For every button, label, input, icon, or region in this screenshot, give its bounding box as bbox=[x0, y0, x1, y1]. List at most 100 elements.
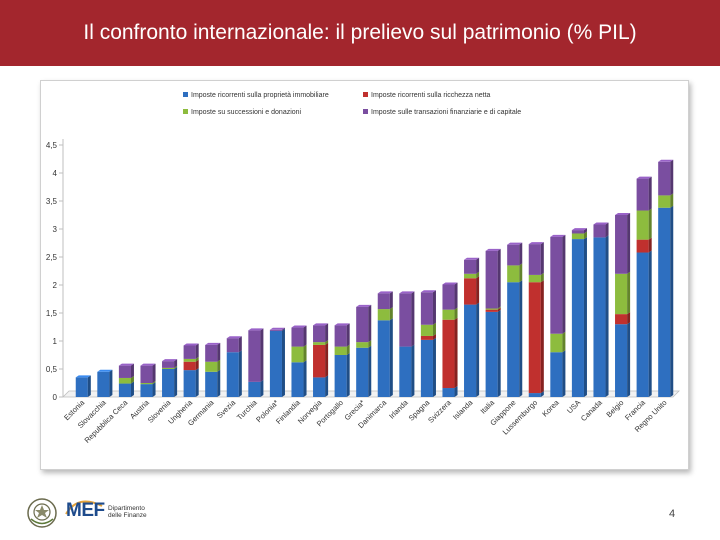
bar-side-francia-s3 bbox=[648, 208, 652, 240]
bar-side-slovacchia-s1 bbox=[109, 369, 113, 397]
bar-side-korea-s1 bbox=[562, 350, 566, 397]
bar-segment-islanda-s2 bbox=[464, 278, 477, 305]
bar-top-giappone bbox=[507, 242, 523, 245]
bar-side-finlandia-s4 bbox=[303, 325, 307, 347]
bar-segment-belgio-s4 bbox=[615, 215, 628, 274]
bar-segment-italia-s4 bbox=[485, 250, 498, 309]
bar-top-grecia bbox=[356, 304, 372, 307]
bar-top-danimarca bbox=[377, 291, 393, 294]
bar-side-norvegia-s3 bbox=[325, 340, 329, 345]
bar-segment-turchia-s4 bbox=[248, 330, 261, 382]
bar-segment-portogallo-s4 bbox=[334, 325, 347, 347]
bar-side-belgio-s1 bbox=[627, 322, 631, 397]
bar-side-francia-s4 bbox=[648, 176, 652, 211]
legend-label-1: Imposte ricorrenti sulla proprietà immob… bbox=[191, 92, 329, 99]
bar-segment-polonia-s4 bbox=[269, 329, 282, 331]
bar-side-germania-s1 bbox=[217, 369, 221, 397]
bar-segment-norvegia-s3 bbox=[313, 342, 326, 345]
x-tick-label: Svezia bbox=[215, 397, 238, 420]
bar-top-spagna bbox=[420, 290, 436, 293]
y-tick-label: 1 bbox=[53, 337, 58, 346]
bar-side-grecia-s4 bbox=[368, 304, 372, 343]
bar-segment-ungheria-s3 bbox=[183, 358, 196, 362]
bar-segment-regno-unito-s4 bbox=[658, 161, 671, 196]
bar-side-portogallo-s3 bbox=[346, 344, 350, 355]
bar-segment-germania-s1 bbox=[205, 371, 218, 397]
bar-side-svizzera-s4 bbox=[454, 282, 458, 310]
bar-segment-finlandia-s3 bbox=[291, 346, 304, 363]
legend-swatch-3 bbox=[183, 109, 188, 114]
y-tick-label: 2 bbox=[53, 281, 58, 290]
bar-side-regno-unito-s1 bbox=[670, 205, 674, 397]
bar-side-repubblica-ceca-s1 bbox=[130, 381, 134, 397]
bar-segment-slovenia-s1 bbox=[162, 369, 175, 397]
bar-segment-francia-s1 bbox=[636, 252, 649, 397]
bar-side-korea-s3 bbox=[562, 331, 566, 353]
bar-segment-ungheria-s2 bbox=[183, 361, 196, 371]
bar-side-lussemburgo-s1 bbox=[540, 391, 544, 397]
y-tick-label: 4 bbox=[53, 169, 58, 178]
bar-segment-usa-s1 bbox=[571, 239, 584, 397]
bar-side-svezia-s1 bbox=[238, 350, 242, 397]
bar-segment-slovenia-s3 bbox=[162, 367, 175, 369]
bar-side-italia-s3 bbox=[497, 306, 501, 310]
bar-side-belgio-s2 bbox=[627, 312, 631, 325]
legend-swatch-4 bbox=[363, 109, 368, 114]
bar-segment-korea-s4 bbox=[550, 236, 563, 334]
bar-top-regno-unito bbox=[658, 159, 674, 162]
bar-side-islanda-s1 bbox=[476, 302, 480, 397]
mef-logo-text: MEF bbox=[66, 500, 105, 521]
bar-side-ungheria-s2 bbox=[195, 359, 199, 371]
bar-segment-irlanda-s1 bbox=[399, 346, 412, 397]
bar-side-spagna-s1 bbox=[432, 337, 436, 397]
page-title: Il confronto internazionale: il prelievo… bbox=[83, 21, 637, 44]
bar-segment-italia-s1 bbox=[485, 311, 498, 397]
bar-segment-giappone-s1 bbox=[507, 282, 520, 397]
bar-top-slovenia bbox=[162, 359, 178, 362]
bar-top-svizzera bbox=[442, 282, 458, 285]
bar-side-slovenia-s3 bbox=[174, 365, 178, 369]
department-line-1: Dipartimento bbox=[108, 505, 145, 512]
bar-side-norvegia-s1 bbox=[325, 375, 329, 397]
bar-segment-lussemburgo-s3 bbox=[528, 274, 541, 283]
bar-segment-ungheria-s1 bbox=[183, 370, 196, 397]
stacked-bar-chart: Imposte ricorrenti sulla proprietà immob… bbox=[46, 92, 680, 445]
bar-top-germania bbox=[205, 342, 221, 345]
bar-segment-spagna-s3 bbox=[420, 324, 433, 336]
department-line-2: delle Finanze bbox=[108, 512, 147, 519]
bar-segment-danimarca-s4 bbox=[377, 293, 390, 310]
bar-segment-finlandia-s4 bbox=[291, 327, 304, 347]
bar-top-repubblica-ceca bbox=[118, 363, 134, 366]
bar-top-finlandia bbox=[291, 325, 307, 328]
bar-segment-francia-s2 bbox=[636, 239, 649, 253]
title-bar: Il confronto internazionale: il prelievo… bbox=[0, 0, 720, 66]
bar-top-slovacchia bbox=[97, 369, 113, 372]
bar-segment-lussemburgo-s4 bbox=[528, 244, 541, 275]
bar-segment-usa-s3 bbox=[571, 233, 584, 240]
bar-top-lussemburgo bbox=[528, 242, 544, 245]
bar-segment-irlanda-s4 bbox=[399, 293, 412, 347]
bar-side-canada-s1 bbox=[605, 235, 609, 397]
bar-side-austria-s3 bbox=[152, 381, 156, 385]
bar-side-lussemburgo-s3 bbox=[540, 272, 544, 283]
bar-side-repubblica-ceca-s3 bbox=[130, 375, 134, 384]
bar-segment-lussemburgo-s1 bbox=[528, 393, 541, 397]
bar-segment-svizzera-s4 bbox=[442, 284, 455, 310]
bar-segment-slovenia-s4 bbox=[162, 361, 175, 368]
bar-segment-francia-s4 bbox=[636, 178, 649, 211]
bar-side-ungheria-s1 bbox=[195, 368, 199, 397]
bar-segment-canada-s1 bbox=[593, 237, 606, 397]
bar-segment-grecia-s4 bbox=[356, 306, 369, 343]
bar-side-islanda-s3 bbox=[476, 271, 480, 279]
bar-side-giappone-s1 bbox=[519, 280, 523, 397]
bar-side-polonia-s1 bbox=[281, 328, 285, 397]
legend-label-4: Imposte sulle transazioni finanziarie e … bbox=[371, 109, 521, 116]
bar-top-austria bbox=[140, 363, 156, 366]
bar-segment-portogallo-s3 bbox=[334, 346, 347, 355]
bar-segment-slovacchia-s1 bbox=[97, 371, 110, 397]
bar-segment-svizzera-s2 bbox=[442, 319, 455, 389]
bar-segment-regno-unito-s3 bbox=[658, 195, 671, 208]
x-tick-label: USA bbox=[565, 398, 582, 415]
bar-side-belgio-s4 bbox=[627, 213, 631, 274]
